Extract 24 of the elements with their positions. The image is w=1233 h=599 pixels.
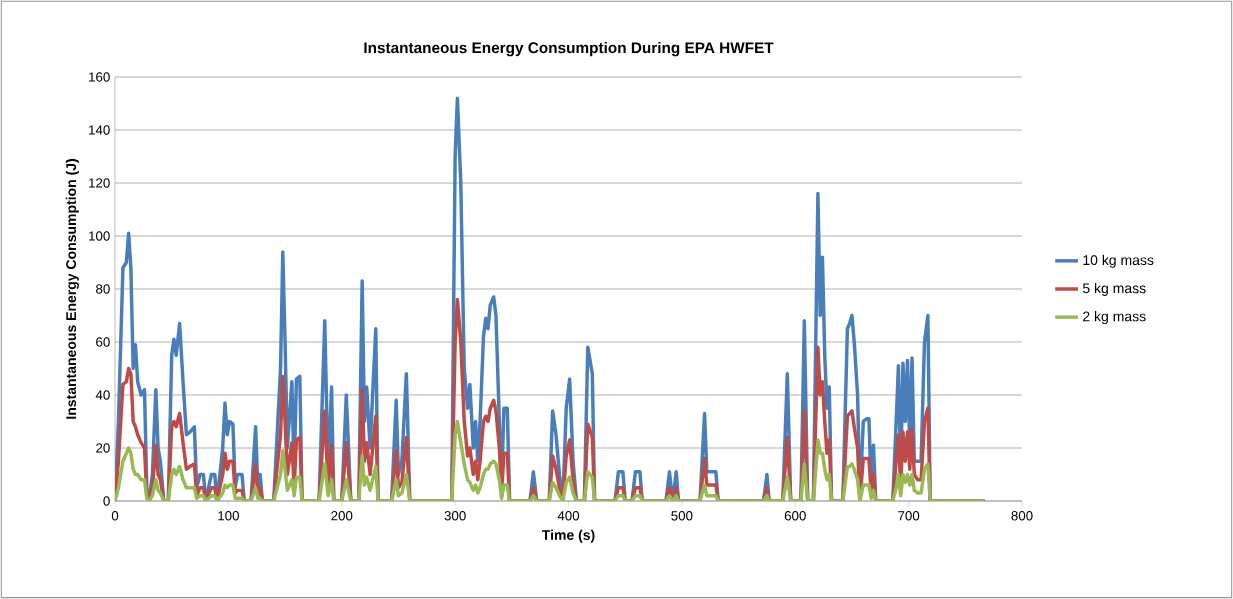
legend-label: 5 kg mass [1082,282,1146,296]
y-tick-label: 160 [89,72,110,82]
x-tick-label: 400 [557,511,580,521]
x-tick-label: 200 [331,511,353,521]
y-tick-label: 140 [89,125,110,135]
y-axis-title: Instantaneous Energy Consumption (J) [65,159,79,419]
y-tick-label: 100 [89,231,110,241]
x-tick-label: 800 [1011,511,1033,521]
y-tick-label: 0 [103,496,110,506]
x-tick-label: 500 [671,511,693,521]
x-axis-title: Time (s) [541,529,595,543]
y-tick-label: 60 [96,337,110,347]
x-tick-label: 100 [218,511,239,521]
x-tick-label: 600 [784,511,806,521]
legend-label: 10 kg mass [1083,254,1154,268]
chart-title: Instantaneous Energy Consumption During EPA HWFET [364,41,774,57]
legend-label: 2 kg mass [1083,311,1146,325]
y-tick-label: 120 [89,178,110,188]
y-tick-label: 80 [96,284,110,294]
x-tick-label: 0 [111,511,119,521]
y-tick-label: 40 [95,390,110,400]
x-tick-label: 700 [898,511,920,521]
x-tick-label: 300 [444,511,466,521]
y-tick-label: 20 [96,443,110,453]
